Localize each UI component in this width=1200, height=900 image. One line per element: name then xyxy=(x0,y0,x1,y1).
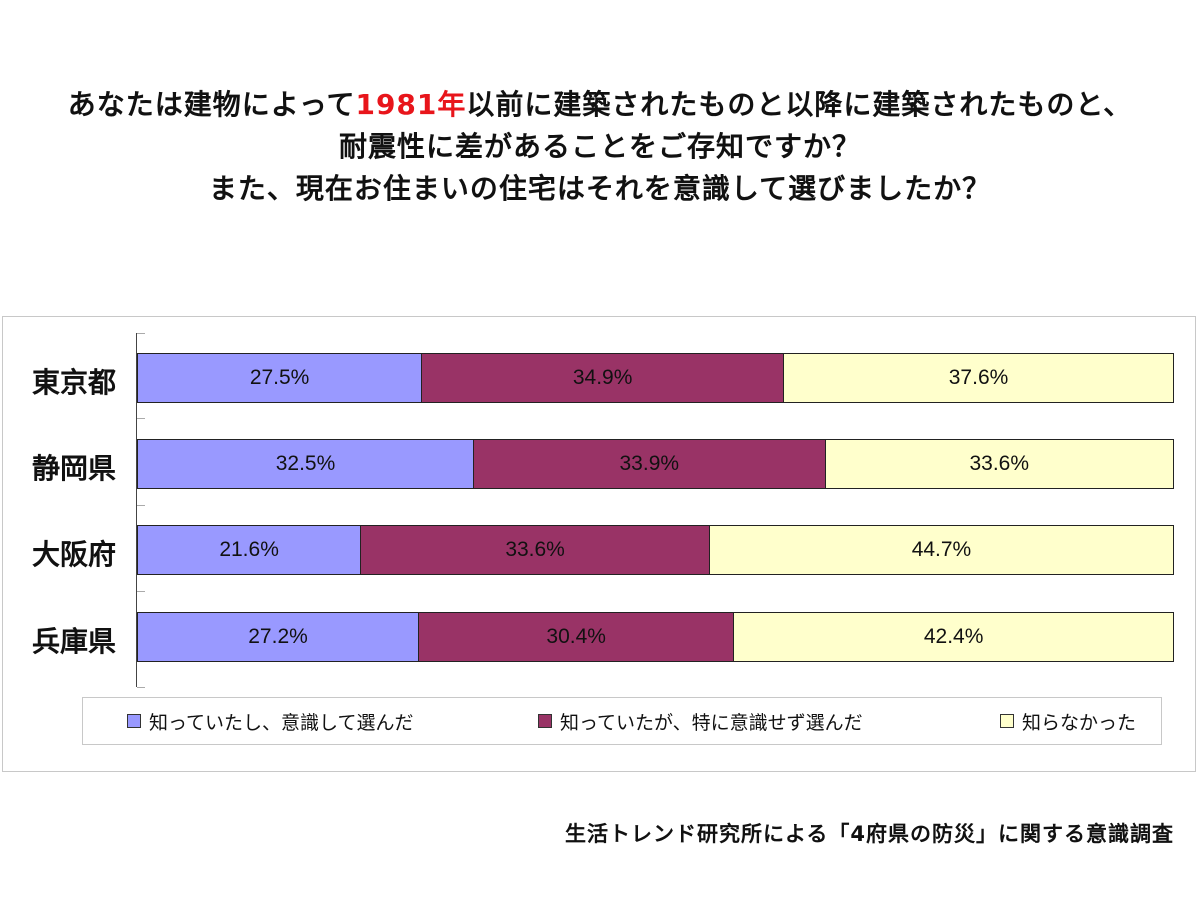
axis-tick xyxy=(137,687,145,688)
category-label: 兵庫県 xyxy=(31,625,116,658)
bar-segment: 33.6% xyxy=(825,439,1174,489)
bar-segment: 33.6% xyxy=(361,525,710,575)
source-note: 生活トレンド研究所による「4府県の防災」に関する意識調査 xyxy=(565,822,1174,846)
chart-frame xyxy=(2,316,1196,772)
category-label: 東京都 xyxy=(31,366,116,399)
category-label: 静岡県 xyxy=(31,452,116,485)
bar-segment: 30.4% xyxy=(419,612,735,662)
legend-swatch-3 xyxy=(1000,714,1014,728)
axis-tick xyxy=(137,591,145,592)
bar-segment: 27.2% xyxy=(137,612,420,662)
axis-tick xyxy=(137,418,145,419)
title-line-3: また、現在お住まいの住宅はそれを意識して選びましたか？ xyxy=(208,172,992,205)
plot-area xyxy=(136,333,1174,687)
bar-segment: 37.6% xyxy=(784,353,1174,403)
bar-segment: 34.9% xyxy=(422,353,785,403)
legend-swatch-2 xyxy=(538,714,552,728)
bar-row: 21.6% 33.6% 44.7% xyxy=(137,525,1174,575)
legend-label-2: 知っていたが、特に意識せず選んだ xyxy=(560,711,863,734)
legend-label-1: 知っていたし、意識して選んだ xyxy=(149,711,414,734)
bar-segment: 32.5% xyxy=(137,439,475,489)
bar-row: 32.5% 33.9% 33.6% xyxy=(137,439,1174,489)
bar-segment: 42.4% xyxy=(734,612,1174,662)
bar-row: 27.2% 30.4% 42.4% xyxy=(137,612,1174,662)
legend-item-3: 知らなかった xyxy=(1000,708,1136,735)
title-line-1: あなたは建物によって1981年以前に建築されたものと以降に建築されたものと、 xyxy=(67,88,1133,121)
category-label: 大阪府 xyxy=(31,538,116,571)
legend-item-1: 知っていたし、意識して選んだ xyxy=(127,708,413,735)
legend-label-3: 知らなかった xyxy=(1022,711,1137,734)
axis-tick xyxy=(137,333,145,334)
legend-swatch-1 xyxy=(127,714,141,728)
title-highlight-year: 1981年 xyxy=(355,88,467,121)
legend: 知っていたし、意識して選んだ 知っていたが、特に意識せず選んだ 知らなかった xyxy=(82,697,1162,745)
chart-title: あなたは建物によって1981年以前に建築されたものと以降に建築されたものと、 耐… xyxy=(0,84,1200,210)
bar-segment: 27.5% xyxy=(137,353,423,403)
title-line-2: 耐震性に差があることをご存知ですか？ xyxy=(338,130,861,163)
bar-segment: 44.7% xyxy=(709,525,1174,575)
bar-segment: 21.6% xyxy=(137,525,362,575)
axis-tick xyxy=(137,505,145,506)
legend-item-2: 知っていたが、特に意識せず選んだ xyxy=(538,708,863,735)
bar-row: 27.5% 34.9% 37.6% xyxy=(137,353,1174,403)
bar-segment: 33.9% xyxy=(474,439,826,489)
